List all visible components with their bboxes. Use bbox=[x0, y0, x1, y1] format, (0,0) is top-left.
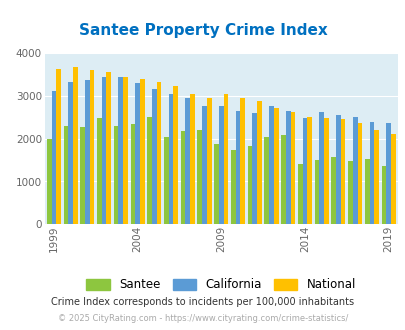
Bar bbox=[297, 164, 302, 224]
Bar bbox=[369, 122, 373, 224]
Bar bbox=[151, 89, 156, 224]
Bar bbox=[164, 137, 168, 224]
Bar bbox=[386, 123, 390, 224]
Bar bbox=[323, 118, 328, 224]
Bar bbox=[207, 98, 211, 224]
Bar bbox=[113, 126, 118, 224]
Legend: Santee, California, National: Santee, California, National bbox=[86, 278, 355, 291]
Bar bbox=[273, 108, 278, 224]
Bar bbox=[168, 93, 173, 224]
Text: Crime Index corresponds to incidents per 100,000 inhabitants: Crime Index corresponds to incidents per… bbox=[51, 297, 354, 307]
Bar bbox=[140, 80, 144, 224]
Bar bbox=[64, 126, 68, 224]
Bar bbox=[214, 144, 218, 224]
Bar bbox=[68, 82, 73, 224]
Bar bbox=[240, 98, 245, 224]
Bar bbox=[47, 140, 51, 224]
Bar bbox=[252, 113, 256, 224]
Bar bbox=[223, 94, 228, 224]
Bar bbox=[56, 69, 61, 224]
Bar bbox=[135, 83, 140, 224]
Bar bbox=[156, 82, 161, 224]
Bar bbox=[390, 134, 395, 224]
Bar bbox=[90, 70, 94, 224]
Bar bbox=[51, 91, 56, 224]
Bar bbox=[330, 157, 335, 224]
Bar bbox=[230, 150, 235, 224]
Text: Santee Property Crime Index: Santee Property Crime Index bbox=[79, 23, 326, 38]
Bar bbox=[314, 160, 319, 224]
Bar bbox=[335, 115, 340, 224]
Bar bbox=[340, 119, 345, 224]
Bar bbox=[307, 117, 311, 224]
Bar bbox=[97, 117, 102, 224]
Bar bbox=[80, 127, 85, 224]
Bar bbox=[352, 117, 357, 224]
Bar bbox=[290, 112, 294, 224]
Bar bbox=[281, 135, 285, 224]
Bar bbox=[285, 111, 290, 224]
Text: © 2025 CityRating.com - https://www.cityrating.com/crime-statistics/: © 2025 CityRating.com - https://www.city… bbox=[58, 314, 347, 323]
Bar bbox=[147, 117, 151, 224]
Bar bbox=[235, 111, 240, 224]
Bar bbox=[85, 80, 90, 224]
Bar bbox=[381, 166, 386, 224]
Bar bbox=[264, 137, 269, 224]
Bar bbox=[185, 98, 190, 224]
Bar bbox=[190, 93, 194, 224]
Bar bbox=[73, 67, 77, 224]
Bar bbox=[247, 146, 252, 224]
Bar bbox=[373, 130, 378, 224]
Bar bbox=[202, 106, 207, 224]
Bar bbox=[364, 159, 369, 224]
Bar bbox=[197, 130, 202, 224]
Bar bbox=[118, 77, 123, 224]
Bar bbox=[218, 106, 223, 224]
Bar bbox=[130, 124, 135, 224]
Bar bbox=[173, 86, 178, 224]
Bar bbox=[102, 77, 106, 224]
Bar bbox=[180, 131, 185, 224]
Bar bbox=[123, 77, 128, 224]
Bar bbox=[319, 112, 323, 224]
Bar bbox=[269, 106, 273, 224]
Bar bbox=[256, 101, 261, 224]
Bar bbox=[106, 72, 111, 224]
Bar bbox=[302, 118, 307, 224]
Bar bbox=[357, 123, 361, 224]
Bar bbox=[347, 161, 352, 224]
